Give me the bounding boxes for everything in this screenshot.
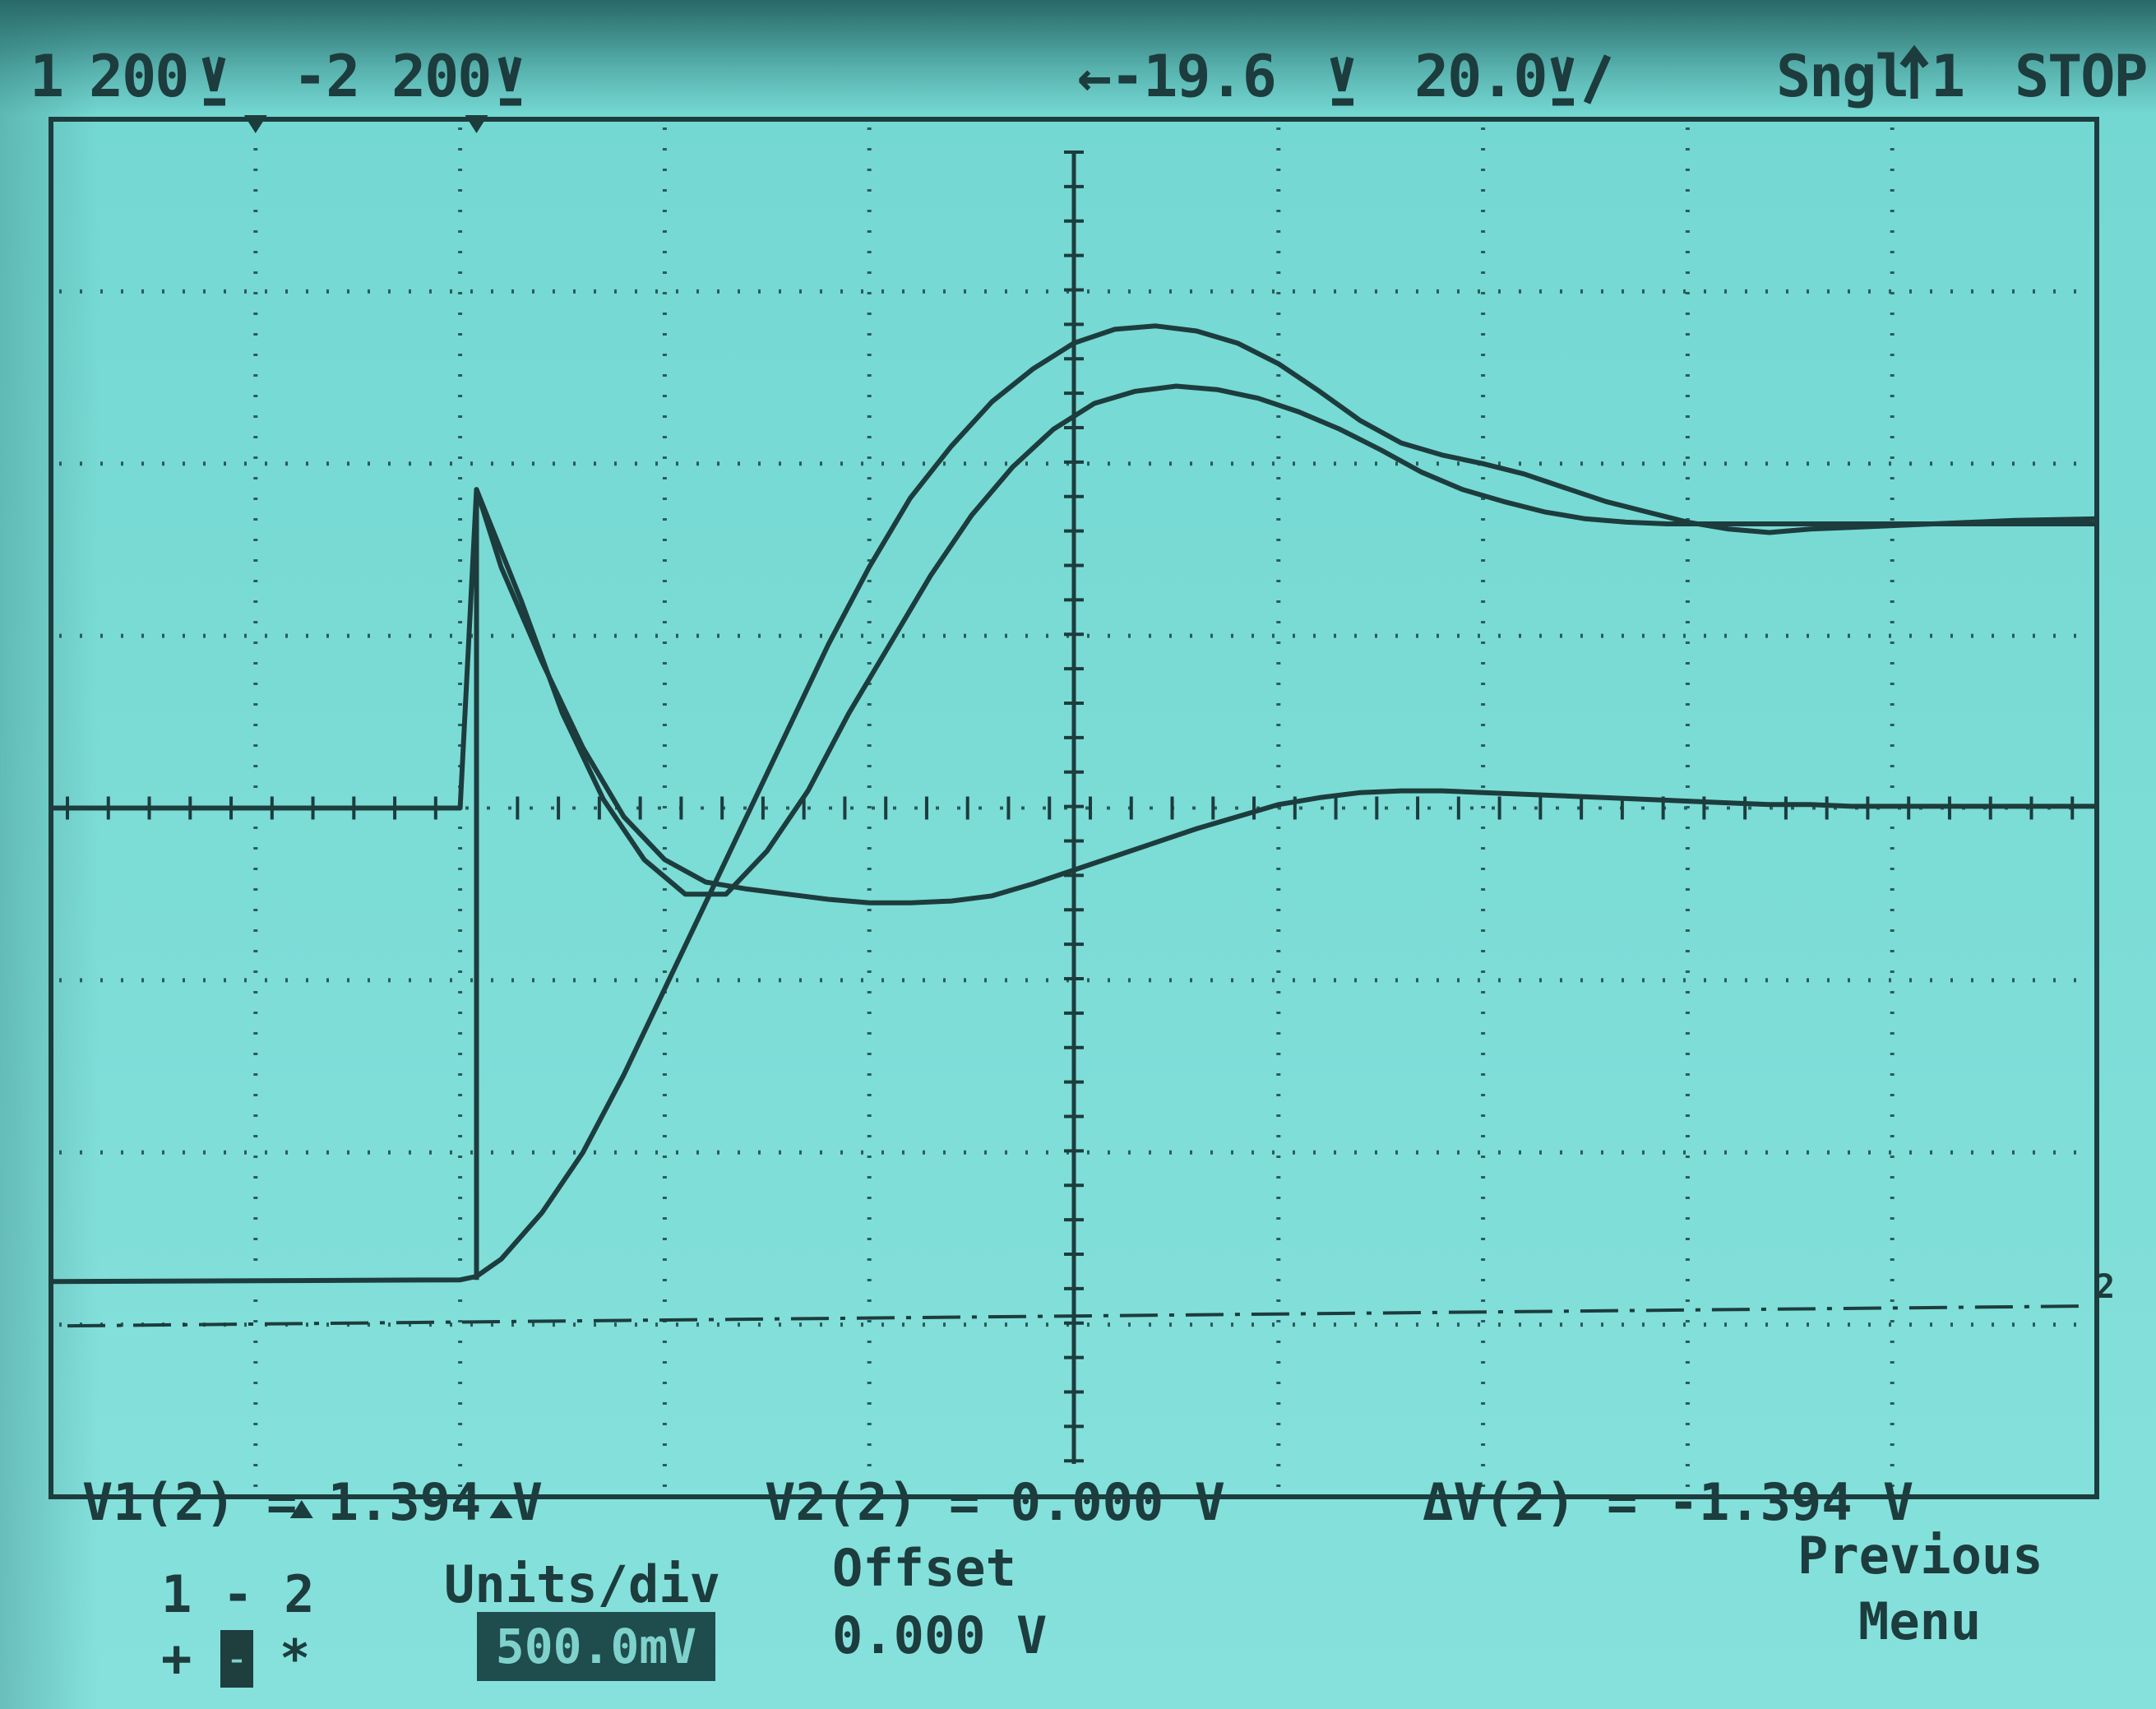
per-div-slash-icon	[1583, 54, 1612, 104]
coupling-selected[interactable]: -	[220, 1630, 253, 1688]
ch1-number: 1	[30, 43, 64, 110]
cursor-marker-icon[interactable]	[489, 1500, 513, 1518]
cursor-marker-icon[interactable]	[289, 1500, 313, 1518]
offset-value[interactable]: 0.000 V	[832, 1605, 1048, 1665]
trace-2	[49, 487, 2099, 905]
ch1-scale: 200	[89, 43, 189, 110]
previous-menu-line2[interactable]: Menu	[1858, 1591, 1982, 1651]
ch2-ground-label: 2	[2095, 1268, 2115, 1306]
trigger-marker-icon[interactable]	[243, 115, 267, 133]
status-unit-glyphs	[201, 44, 1929, 106]
ch1-mv-icon	[201, 56, 226, 106]
units-div-label: Units/div	[444, 1554, 720, 1614]
v1-measurement: V1(2) = 1.394 V	[82, 1472, 543, 1532]
ch2-number: -2	[293, 43, 360, 110]
screen-glare	[0, 0, 2156, 115]
ch2-mv-icon	[497, 56, 522, 106]
delay-readout: ←-19.6	[1077, 43, 1277, 110]
source-softkey[interactable]: 1 - 2	[161, 1564, 315, 1624]
coupling-plus[interactable]: +	[161, 1628, 192, 1688]
waveform-traces	[49, 323, 2099, 1285]
ch2-ground-reference	[67, 1304, 2081, 1328]
trace-1	[49, 323, 2099, 1285]
run-state: STOP	[2015, 43, 2149, 110]
delay-us-icon	[1330, 56, 1354, 106]
timebase-us-icon	[1550, 56, 1575, 106]
ch2-scale: 200	[391, 43, 492, 110]
previous-menu-line1[interactable]: Previous	[1797, 1526, 2043, 1586]
offset-label: Offset	[832, 1538, 1016, 1598]
timebase-readout: 20.0	[1414, 43, 1548, 110]
coupling-star[interactable]: *	[280, 1628, 311, 1688]
trigger-markers	[243, 115, 513, 1518]
units-div-value[interactable]: 500.0mV	[477, 1612, 715, 1681]
trigger-channel: 1	[1931, 43, 1965, 110]
trace-3	[474, 383, 2099, 897]
acq-mode: Sngl	[1776, 43, 1910, 110]
trigger-marker-icon[interactable]	[465, 115, 488, 133]
rising-edge-icon	[1899, 44, 1929, 99]
v2-measurement: V2(2) = 0.000 V	[765, 1472, 1225, 1532]
delta-v-measurement: ΔV(2) = -1.394 V	[1423, 1472, 1914, 1532]
ground-line	[67, 1304, 2081, 1328]
